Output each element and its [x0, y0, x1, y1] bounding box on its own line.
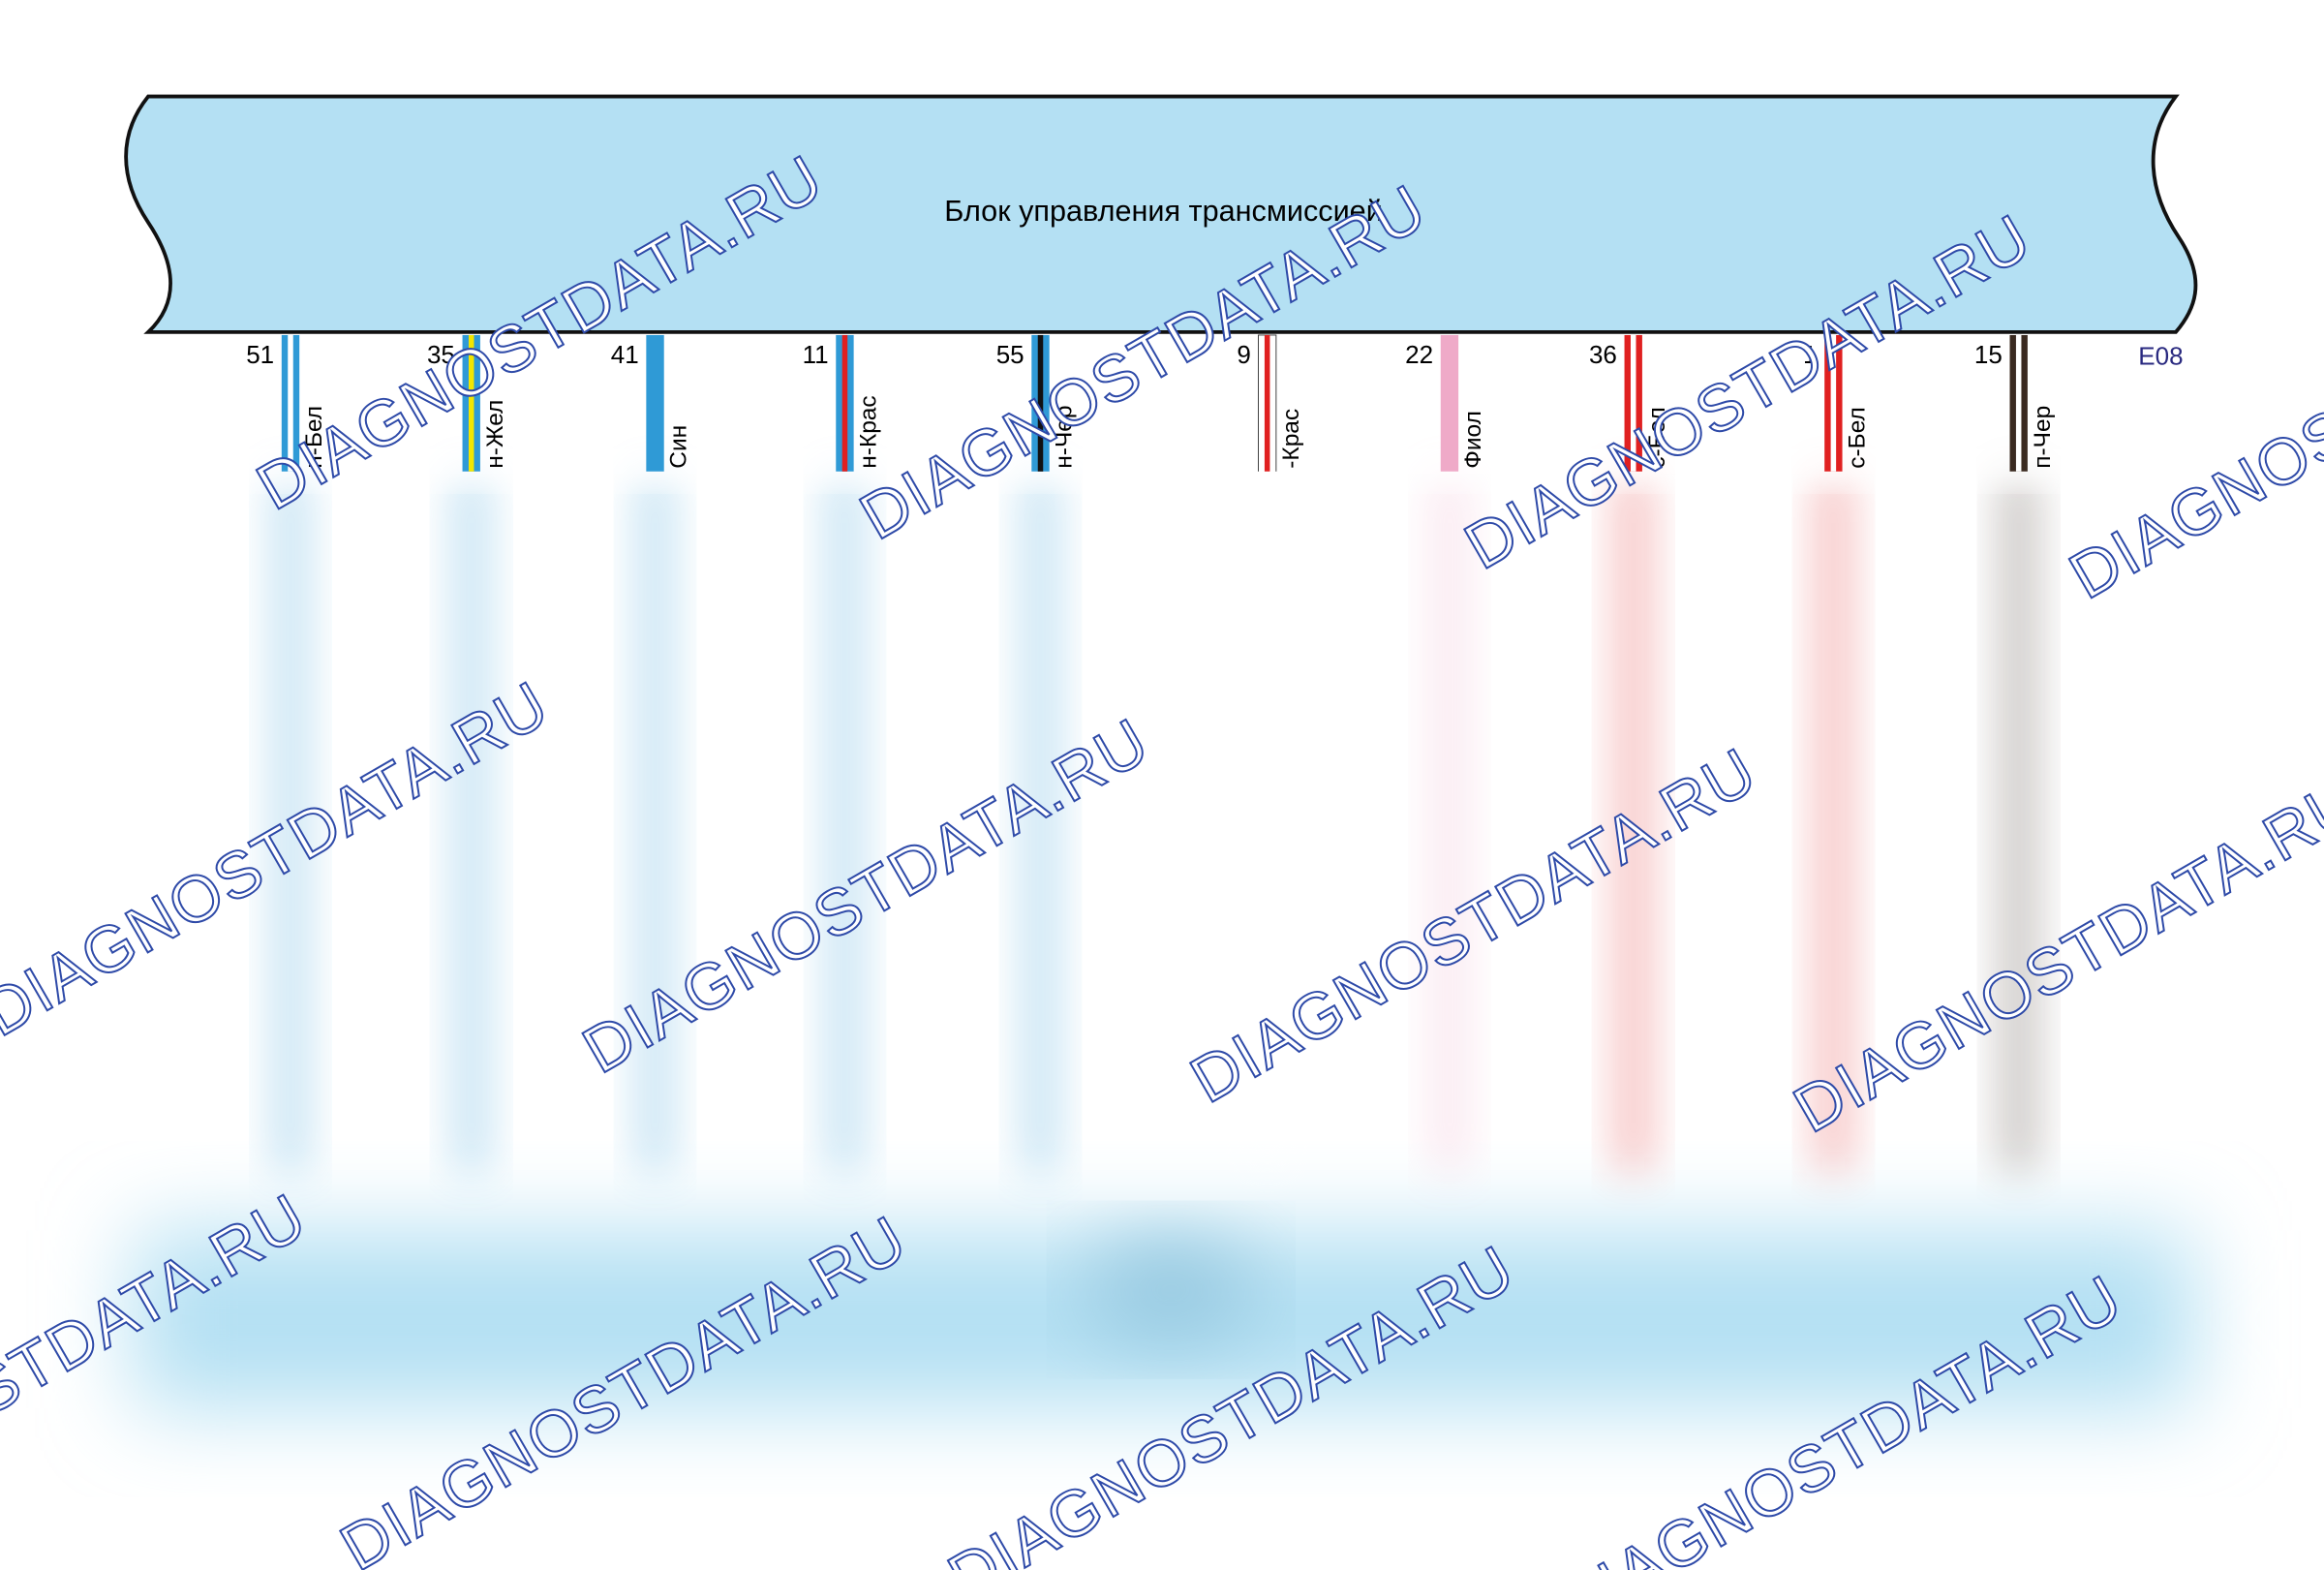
wire-label: н-Чер — [1052, 406, 1078, 469]
top-edge — [0, 445, 2324, 477]
pin-number: 22 — [1405, 340, 1433, 369]
blurred-area — [0, 445, 2324, 1409]
pin-number: 41 — [611, 340, 639, 369]
watermark: DIAGNOSTDATA.RU — [1782, 764, 2324, 1147]
wire-label: с-Бел — [1644, 407, 1670, 469]
wire-stripe — [1630, 334, 1636, 472]
unit-title: Блок управления трансмиссией — [944, 195, 1383, 228]
connector-id: E08 — [2138, 342, 2183, 371]
blur-wire — [1428, 474, 1471, 1172]
blur-wire — [634, 474, 676, 1172]
pin-number: 36 — [1589, 340, 1617, 369]
pin-number: 35 — [427, 340, 455, 369]
wire-stripe — [1830, 334, 1837, 472]
wire-stripe — [2015, 334, 2022, 472]
wire-stripe — [468, 334, 474, 472]
pin-number: 51 — [246, 340, 274, 369]
blur-wire — [269, 474, 312, 1172]
blur-wire — [450, 474, 493, 1172]
pin-number: 15 — [1974, 340, 2003, 369]
wire-label: п-Чер — [2030, 406, 2056, 469]
wire-stripe — [1264, 334, 1270, 472]
wire-label: Син — [666, 425, 692, 469]
pin-number: 9 — [1237, 340, 1250, 369]
wire-label: с-Бел — [1845, 407, 1871, 469]
pin-number: 55 — [996, 340, 1024, 369]
control-unit — [124, 94, 2198, 334]
blur-spot — [1082, 1245, 1261, 1335]
blur-wire — [824, 474, 866, 1172]
wires: 51 н-Бел 35 н-Жел 41 Син 11 н-Крас 55 н-Чер 9 -Крас… — [246, 334, 2056, 472]
blur-wire — [1998, 474, 2040, 1172]
wire-label: н-Крас — [856, 395, 882, 468]
blur-wire — [1612, 474, 1655, 1172]
blur-wire — [1020, 474, 1061, 1172]
pin-number: 1 — [1803, 340, 1817, 369]
wire-stripe — [288, 334, 293, 472]
wire — [646, 334, 664, 472]
wire-stripe — [1037, 334, 1044, 472]
wire — [1440, 334, 1459, 472]
blur-wire — [1246, 474, 1289, 1172]
wire-label: н-Бел — [301, 406, 327, 469]
blur-wire — [1812, 474, 1854, 1172]
wire-label: Фиол — [1460, 411, 1486, 469]
pin-number: 11 — [803, 340, 829, 369]
wire-stripe — [841, 334, 848, 472]
wire-label: н-Жел — [482, 400, 508, 469]
wire-label: -Крас — [1278, 409, 1304, 469]
